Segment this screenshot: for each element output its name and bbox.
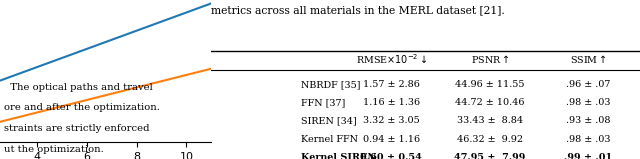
Text: 0.94 ± 1.16: 0.94 ± 1.16 (363, 135, 420, 144)
Text: 1.16 ± 1.36: 1.16 ± 1.36 (363, 98, 420, 107)
Text: 47.95 ±  7.99: 47.95 ± 7.99 (454, 153, 525, 159)
Text: .98 ± .03: .98 ± .03 (566, 98, 611, 107)
Text: 33.43 ±  8.84: 33.43 ± 8.84 (457, 116, 523, 125)
Text: 46.32 ±  9.92: 46.32 ± 9.92 (457, 135, 523, 144)
Text: SIREN [34]: SIREN [34] (301, 116, 357, 125)
Text: SSIM$\uparrow$: SSIM$\uparrow$ (570, 53, 607, 65)
Text: FFN [37]: FFN [37] (301, 98, 346, 107)
Text: PSNR$\uparrow$: PSNR$\uparrow$ (470, 53, 509, 65)
Text: straints are strictly enforced: straints are strictly enforced (4, 124, 150, 133)
Text: RMSE$\times10^{-2}\downarrow$: RMSE$\times10^{-2}\downarrow$ (356, 52, 427, 65)
Text: 3.32 ± 3.05: 3.32 ± 3.05 (363, 116, 420, 125)
Text: .96 ± .07: .96 ± .07 (566, 80, 611, 89)
Text: 0.60 ± 0.54: 0.60 ± 0.54 (360, 153, 422, 159)
Text: .98 ± .03: .98 ± .03 (566, 135, 611, 144)
Text: .99 ± .01: .99 ± .01 (564, 153, 612, 159)
Text: .93 ± .08: .93 ± .08 (566, 116, 611, 125)
Text: NBRDF [35]: NBRDF [35] (301, 80, 361, 89)
Text: 44.72 ± 10.46: 44.72 ± 10.46 (455, 98, 525, 107)
Text: 1.57 ± 2.86: 1.57 ± 2.86 (363, 80, 420, 89)
Text: ut the optimization.: ut the optimization. (4, 145, 104, 154)
Text: The optical paths and travel: The optical paths and travel (4, 83, 153, 92)
Text: 44.96 ± 11.55: 44.96 ± 11.55 (455, 80, 525, 89)
Text: metrics across all materials in the MERL dataset [21].: metrics across all materials in the MERL… (211, 5, 505, 15)
Text: ore and after the optimization.: ore and after the optimization. (4, 103, 160, 112)
Text: Kernel SIREN: Kernel SIREN (301, 153, 376, 159)
Text: Kernel FFN: Kernel FFN (301, 135, 358, 144)
